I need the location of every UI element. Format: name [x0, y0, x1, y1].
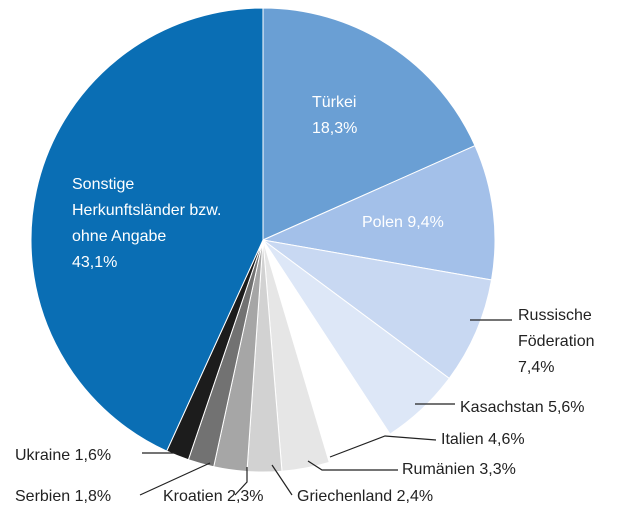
slice-label: Polen 9,4% [362, 210, 502, 236]
slice-label: Kasachstan 5,6% [460, 395, 630, 421]
value-label: 3,3% [479, 461, 516, 478]
leader-line [271, 464, 293, 496]
leader-line [139, 462, 211, 496]
slice-label: Sonstige Herkunftsländer bzw. ohne Angab… [72, 172, 250, 276]
category-name: Türkei [312, 94, 357, 111]
category-name: Kroatien [163, 488, 223, 505]
slice-label: Italien 4,6% [441, 427, 591, 453]
category-name: Kasachstan [460, 399, 544, 416]
slice-label: Ukraine 1,6% [15, 443, 155, 469]
value-label: 5,6% [548, 399, 585, 416]
pie-slice [262, 7, 476, 241]
leader-line [329, 435, 437, 458]
category-name: Ukraine [15, 447, 71, 464]
category-name: Russische Föderation [518, 307, 595, 350]
category-name: Serbien [15, 488, 71, 505]
value-label: 43,1% [72, 254, 118, 271]
value-label: 18,3% [312, 120, 358, 137]
leader-line [307, 460, 398, 471]
leader-line [234, 467, 248, 496]
slice-label: Serbien 1,8% [15, 484, 155, 510]
value-label: 1,6% [74, 447, 112, 464]
pie-slice [261, 145, 496, 281]
pie-slice [262, 239, 493, 380]
slice-label: Kroatien 2,3% [163, 484, 303, 510]
category-name: Polen [362, 214, 403, 231]
value-label: 9,4% [407, 214, 444, 231]
category-name: Sonstige Herkunftsländer bzw. ohne Angab… [72, 176, 222, 245]
category-name: Griechenland [297, 488, 393, 505]
slice-label: Türkei 18,3% [312, 90, 432, 142]
value-label: 7,4% [518, 359, 555, 376]
slice-label: Griechenland 2,4% [297, 484, 477, 510]
value-label: 4,6% [488, 431, 525, 448]
value-label: 2,4% [396, 488, 434, 505]
slice-label: Rumänien 3,3% [402, 457, 582, 483]
slice-label: Russische Föderation 7,4% [518, 303, 618, 381]
value-label: 1,8% [74, 488, 112, 505]
category-name: Rumänien [402, 461, 475, 478]
value-label: 2,3% [227, 488, 264, 505]
category-name: Italien [441, 431, 484, 448]
pie-slice [30, 7, 264, 452]
